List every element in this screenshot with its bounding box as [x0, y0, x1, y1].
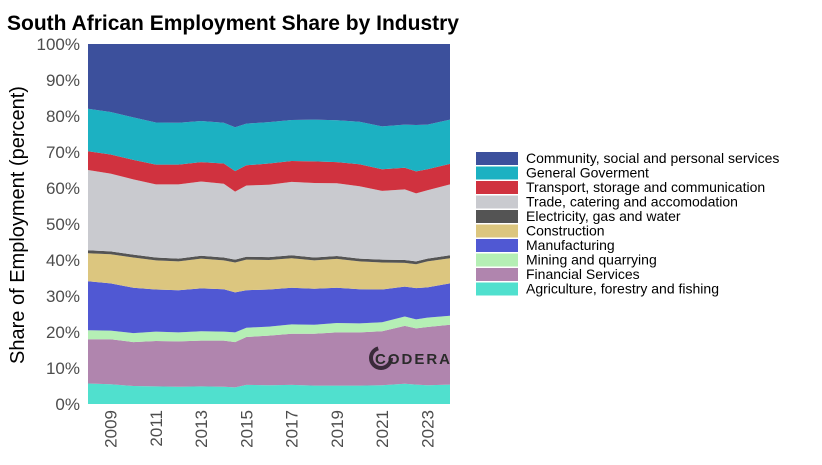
y-tick-label: 10% [46, 359, 80, 378]
legend-label: General Goverment [526, 165, 649, 181]
legend-swatch [476, 239, 518, 252]
legend-swatch [476, 253, 518, 267]
legend-swatch [476, 195, 518, 209]
legend-label: Transport, storage and communication [526, 179, 765, 195]
codera-logo-text: CODERA [375, 351, 452, 368]
area-financial-services [88, 324, 450, 388]
legend-item-transport-storage-and-communication: Transport, storage and communication [476, 179, 765, 195]
legend: Community, social and personal servicesG… [476, 150, 779, 297]
legend-label: Electricity, gas and water [526, 208, 681, 224]
y-tick-label: 40% [46, 251, 80, 270]
legend-label: Mining and quarrying [526, 252, 657, 268]
y-tick-label: 50% [46, 215, 80, 234]
legend-label: Construction [526, 223, 605, 239]
y-tick-label: 90% [46, 71, 80, 90]
x-tick-label: 2015 [237, 410, 256, 448]
area-transport-storage-and-communication [88, 151, 450, 194]
y-axis-label: Share of Employment (percent) [7, 86, 29, 364]
legend-swatch [476, 210, 518, 223]
area-agriculture-forestry-and-fishing [88, 383, 450, 404]
area-construction [88, 253, 450, 293]
legend-label: Community, social and personal services [526, 150, 779, 166]
legend-item-financial-services: Financial Services [476, 266, 640, 282]
y-axis-ticks: 0% 10% 20% 30% 40% 50% 60% 70% 80% 90% 100% [37, 35, 80, 414]
legend-swatch [476, 166, 518, 180]
codera-logo-icon [369, 346, 393, 370]
x-tick-label: 2021 [373, 410, 392, 448]
area-mining-and-quarrying [88, 315, 450, 343]
y-tick-label: 30% [46, 287, 80, 306]
legend-label: Trade, catering and accomodation [526, 194, 738, 210]
x-tick-label: 2023 [418, 410, 437, 448]
x-tick-label: 2013 [192, 410, 211, 448]
chart-title: South African Employment Share by Indust… [7, 12, 459, 35]
legend-swatch [476, 268, 518, 281]
x-tick-label: 2019 [328, 410, 347, 448]
x-axis-ticks: 2009 2011 2013 2015 2017 2019 2021 2023 [102, 410, 438, 448]
legend-item-community-social-and-personal-services: Community, social and personal services [476, 150, 779, 166]
legend-item-manufacturing: Manufacturing [476, 237, 615, 253]
x-tick-label: 2017 [283, 410, 302, 448]
area-community-social-and-personal-services [88, 44, 450, 128]
y-tick-label: 80% [46, 107, 80, 126]
area-general-goverment [88, 108, 450, 172]
legend-swatch [476, 282, 518, 296]
legend-item-general-goverment: General Goverment [476, 165, 649, 181]
legend-item-construction: Construction [476, 223, 605, 239]
legend-label: Agriculture, forestry and fishing [526, 281, 719, 297]
plot-area [88, 44, 450, 404]
area-manufacturing [88, 281, 450, 334]
codera-watermark: CODERA [369, 346, 452, 370]
y-tick-label: 0% [55, 395, 80, 414]
legend-label: Financial Services [526, 266, 640, 282]
legend-item-electricity-gas-and-water: Electricity, gas and water [476, 208, 681, 224]
x-tick-label: 2009 [102, 410, 121, 448]
legend-item-agriculture-forestry-and-fishing: Agriculture, forestry and fishing [476, 281, 719, 297]
y-tick-label: 60% [46, 179, 80, 198]
legend-label: Manufacturing [526, 237, 615, 253]
legend-swatch [476, 224, 518, 238]
y-tick-label: 100% [37, 35, 80, 54]
legend-swatch [476, 181, 518, 194]
legend-item-trade-catering-and-accomodation: Trade, catering and accomodation [476, 194, 738, 210]
x-tick-label: 2011 [147, 410, 166, 447]
y-tick-label: 20% [46, 323, 80, 342]
area-electricity-gas-and-water [88, 250, 450, 265]
area-trade-catering-and-accomodation [88, 170, 450, 262]
y-tick-label: 70% [46, 143, 80, 162]
legend-swatch [476, 152, 518, 165]
legend-item-mining-and-quarrying: Mining and quarrying [476, 252, 657, 268]
